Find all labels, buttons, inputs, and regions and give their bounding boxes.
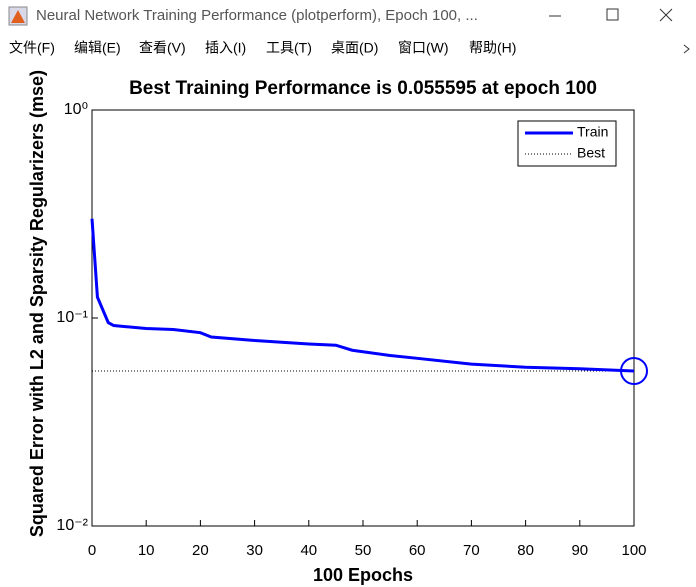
- title-bar: [0, 0, 696, 32]
- axes-box: [91, 109, 635, 527]
- menu-item[interactable]: 工具(T): [266, 40, 312, 56]
- x-axis-label: 100 Epochs: [313, 565, 413, 585]
- window-title: Neural Network Training Performance (plo…: [36, 7, 478, 24]
- x-tick-label: 80: [517, 542, 534, 559]
- x-tick-label: 70: [463, 542, 480, 559]
- x-tick-label: 50: [355, 542, 372, 559]
- legend-box: [517, 120, 617, 167]
- best-marker: [620, 357, 648, 386]
- y-tick-label: 10⁻²: [56, 517, 88, 534]
- x-tick-label: 40: [300, 542, 317, 559]
- x-tick-label: 90: [571, 542, 588, 559]
- menu-item[interactable]: 帮助(H): [469, 40, 516, 56]
- app-icon-glyph: [11, 10, 25, 23]
- x-tick-label: 100: [621, 542, 646, 559]
- menu-item[interactable]: 桌面(D): [331, 40, 378, 56]
- y-axis-label: Squared Error with L2 and Sparsity Regul…: [27, 70, 47, 537]
- chart-title: Best Training Performance is 0.055595 at…: [129, 78, 597, 99]
- y-tick-label: 10⁰: [64, 101, 88, 118]
- train-line: [90, 218, 635, 373]
- menu-item[interactable]: 查看(V): [139, 40, 186, 56]
- x-tick-label: 30: [246, 542, 263, 559]
- plot: Best Training Performance is 0.055595 at…: [27, 70, 648, 585]
- menu-item[interactable]: 窗口(W): [398, 40, 449, 56]
- x-tick-label: 10: [138, 542, 155, 559]
- menu-item[interactable]: 文件(F): [9, 40, 55, 56]
- menu-item[interactable]: 编辑(E): [74, 40, 121, 56]
- x-tick-label: 20: [192, 542, 209, 559]
- legend-label: Train: [577, 124, 608, 140]
- menu-item[interactable]: 插入(I): [205, 40, 246, 56]
- x-tick-label: 60: [409, 542, 426, 559]
- menu-overflow[interactable]: [683, 44, 690, 54]
- maximize[interactable]: [606, 8, 619, 21]
- x-tick-label: 0: [88, 542, 96, 559]
- menu-bar: 文件(F) 编辑(E) 查看(V) 插入(I) 工具(T) 桌面(D) 窗口(W) 帮助(H): [9, 40, 516, 56]
- y-tick-label: 10⁻¹: [56, 309, 88, 326]
- close[interactable]: [659, 8, 673, 22]
- legend-label: Best: [577, 145, 605, 161]
